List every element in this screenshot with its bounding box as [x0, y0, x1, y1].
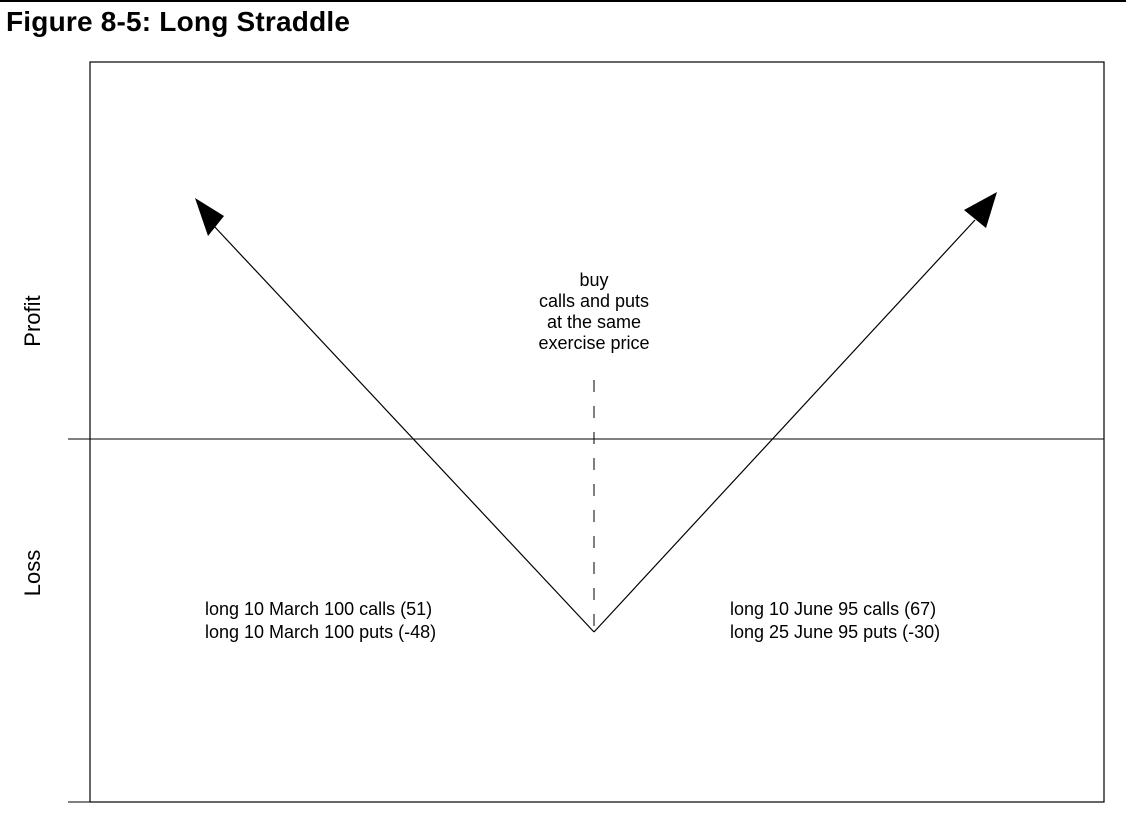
center-note-line: exercise price [538, 333, 650, 353]
center-note: buy calls and puts at the same exercise … [494, 270, 694, 354]
center-note-line: calls and puts [538, 291, 650, 311]
position-line: long 10 March 100 calls (51) [205, 599, 433, 619]
payoff-right-leg [593, 219, 976, 633]
right-positions: long 10 June 95 calls (67) long 25 June … [730, 598, 940, 644]
loss-label: Loss [20, 549, 45, 597]
plot-frame [89, 61, 1105, 803]
position-line: long 10 March 100 puts (-48) [205, 622, 437, 642]
center-note-line: at the same [546, 312, 642, 332]
figure-title: Figure 8-5: Long Straddle [6, 6, 351, 37]
position-line: long 25 June 95 puts (-30) [730, 622, 941, 642]
center-note-line: buy [579, 270, 609, 290]
left-arrowhead [195, 198, 224, 236]
position-line: long 10 June 95 calls (67) [730, 599, 937, 619]
profit-label: Profit [20, 295, 45, 347]
right-arrowhead [964, 192, 997, 228]
title-rule [0, 0, 1126, 2]
payoff-left-leg [212, 224, 595, 633]
left-positions: long 10 March 100 calls (51) long 10 Mar… [205, 598, 436, 644]
